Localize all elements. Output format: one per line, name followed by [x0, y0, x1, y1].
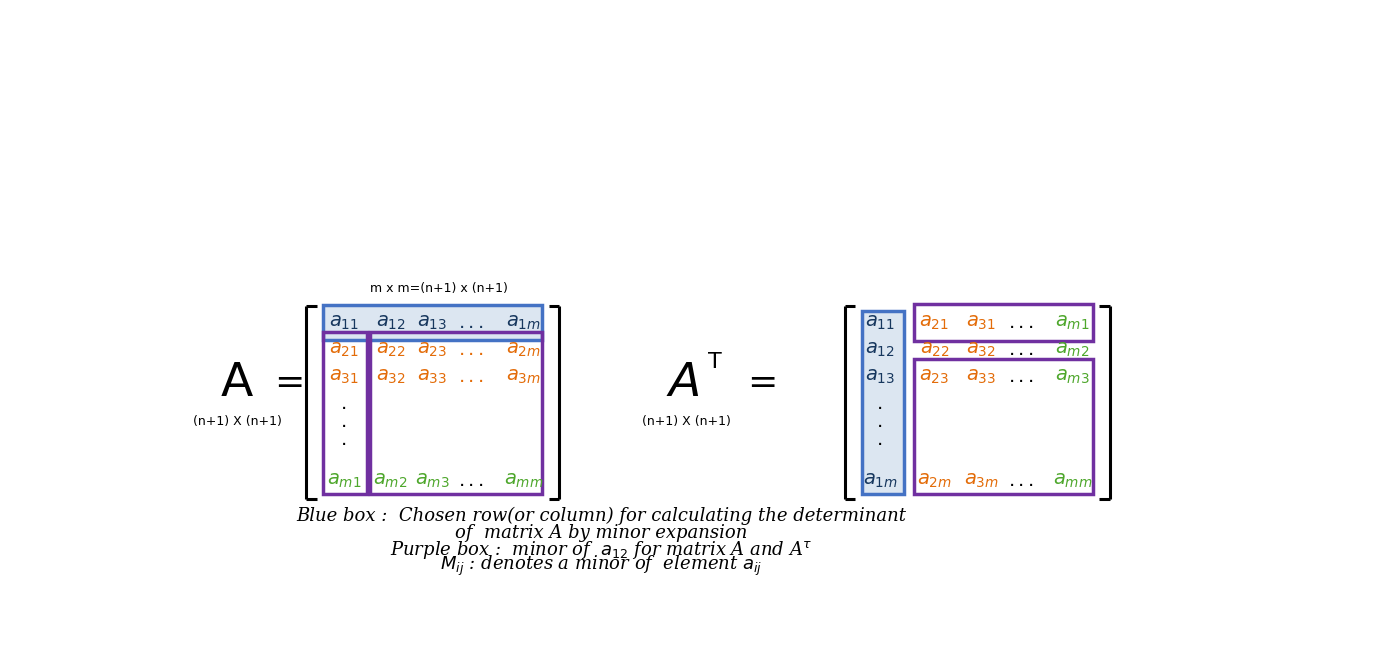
Text: $a_{12}$: $a_{12}$: [865, 340, 895, 359]
Text: $A$: $A$: [666, 361, 700, 406]
Text: $a_{22}$: $a_{22}$: [375, 340, 406, 359]
Text: .: .: [878, 395, 883, 413]
Text: .: .: [878, 430, 883, 449]
Text: $a_{31}$: $a_{31}$: [329, 367, 358, 387]
Text: $a_{m3}$: $a_{m3}$: [414, 471, 449, 490]
Text: $a_{11}$: $a_{11}$: [329, 314, 358, 333]
Text: $a_{13}$: $a_{13}$: [417, 314, 448, 333]
Text: .: .: [340, 395, 347, 413]
Text: $a_{23}$: $a_{23}$: [920, 367, 949, 387]
Text: $a_{m1}$: $a_{m1}$: [326, 471, 361, 490]
Text: $...$: $...$: [1008, 471, 1035, 490]
Text: .: .: [340, 430, 347, 449]
Text: $a_{m3}$: $a_{m3}$: [1056, 367, 1089, 387]
FancyBboxPatch shape: [861, 311, 903, 494]
Text: $a_{m2}$: $a_{m2}$: [374, 471, 407, 490]
Text: of  matrix A by minor expansion: of matrix A by minor expansion: [455, 524, 748, 542]
Text: T: T: [707, 352, 721, 372]
Text: $a_{mm}$: $a_{mm}$: [1053, 471, 1092, 490]
Text: .: .: [878, 412, 883, 431]
Text: $a_{23}$: $a_{23}$: [417, 340, 448, 359]
Text: $a_{mm}$: $a_{mm}$: [504, 471, 543, 490]
Text: $...$: $...$: [458, 340, 484, 359]
Text: .: .: [340, 412, 347, 431]
Text: =: =: [274, 366, 305, 400]
Text: $a_{21}$: $a_{21}$: [329, 340, 358, 359]
FancyBboxPatch shape: [323, 305, 542, 340]
Text: $...$: $...$: [1008, 340, 1035, 359]
Text: $a_{33}$: $a_{33}$: [417, 367, 448, 387]
Text: $a_{m2}$: $a_{m2}$: [1056, 340, 1089, 359]
Text: $a_{12}$: $a_{12}$: [375, 314, 406, 333]
Text: $a_{33}$: $a_{33}$: [966, 367, 995, 387]
Text: A: A: [221, 361, 253, 406]
Text: (n+1) X (n+1): (n+1) X (n+1): [643, 415, 731, 428]
Text: $...$: $...$: [458, 471, 484, 490]
Text: Blue box :  Chosen row(or column) for calculating the determinant: Blue box : Chosen row(or column) for cal…: [297, 507, 906, 525]
Text: $a_{1m}$: $a_{1m}$: [862, 471, 897, 490]
Text: $a_{11}$: $a_{11}$: [865, 314, 895, 333]
Text: $...$: $...$: [1008, 367, 1035, 387]
Text: $...$: $...$: [1008, 314, 1035, 333]
Text: $...$: $...$: [458, 314, 484, 333]
Text: $a_{2m}$: $a_{2m}$: [507, 340, 542, 359]
Text: =: =: [748, 366, 777, 400]
Text: $a_{31}$: $a_{31}$: [966, 314, 995, 333]
Text: (n+1) X (n+1): (n+1) X (n+1): [193, 415, 281, 428]
Text: $M_{ij}$ : denotes a minor of  element $a_{ij}$: $M_{ij}$ : denotes a minor of element $a…: [440, 553, 763, 577]
Text: $a_{32}$: $a_{32}$: [966, 340, 995, 359]
Text: $a_{2m}$: $a_{2m}$: [917, 471, 952, 490]
Text: $a_{32}$: $a_{32}$: [375, 367, 406, 387]
Text: m x m=(n+1) x (n+1): m x m=(n+1) x (n+1): [370, 282, 507, 295]
Text: $...$: $...$: [458, 367, 484, 387]
Text: $a_{22}$: $a_{22}$: [920, 340, 949, 359]
Text: Purple box :  minor of  $a_{12}$ for matrix A and A$^{\tau}$: Purple box : minor of $a_{12}$ for matri…: [391, 539, 812, 561]
Text: $a_{3m}$: $a_{3m}$: [963, 471, 998, 490]
Text: $a_{m1}$: $a_{m1}$: [1056, 314, 1089, 333]
Text: $a_{21}$: $a_{21}$: [920, 314, 949, 333]
Text: $a_{13}$: $a_{13}$: [865, 367, 896, 387]
Text: $a_{1m}$: $a_{1m}$: [507, 314, 542, 333]
Text: $a_{3m}$: $a_{3m}$: [507, 367, 542, 387]
